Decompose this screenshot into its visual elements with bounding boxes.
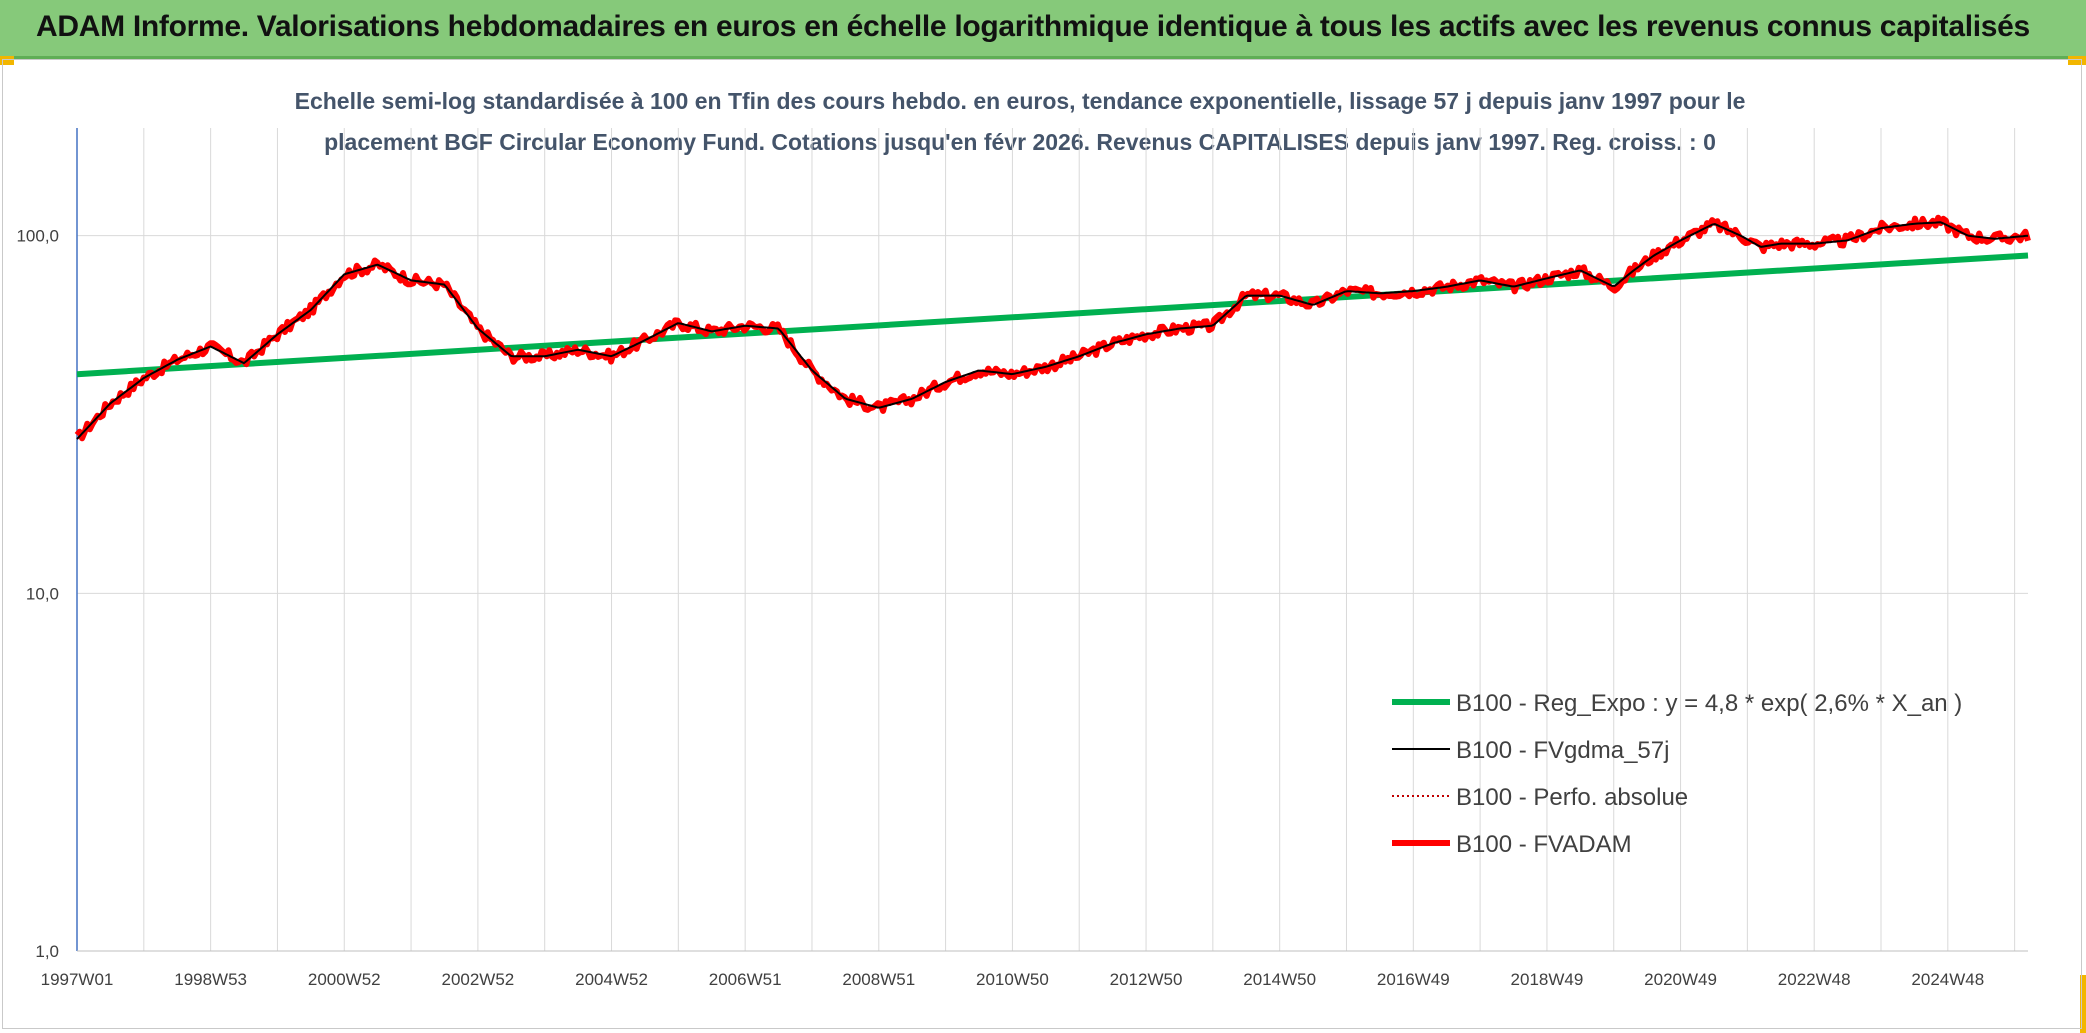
x-tick-label: 1998W53 xyxy=(174,970,247,989)
y-tick-label: 100,0 xyxy=(16,227,59,246)
y-tick-label: 10,0 xyxy=(26,584,59,603)
legend-label: B100 - Reg_Expo : y = 4,8 * exp( 2,6% * … xyxy=(1456,690,1962,717)
x-tick-label: 1997W01 xyxy=(41,970,114,989)
series-line-1 xyxy=(76,221,2029,440)
x-tick-label: 2016W49 xyxy=(1377,970,1450,989)
series-line-2 xyxy=(76,221,2029,440)
x-tick-label: 2006W51 xyxy=(709,970,782,989)
legend-label: B100 - FVADAM xyxy=(1456,831,1632,858)
corner-mark-left xyxy=(0,56,14,65)
x-tick-label: 2004W52 xyxy=(575,970,648,989)
x-tick-label: 2024W48 xyxy=(1911,970,1984,989)
chart-title-line2: placement BGF Circular Economy Fund. Cot… xyxy=(324,129,1716,155)
title-banner: ADAM Informe. Valorisations hebdomadaire… xyxy=(0,0,2086,59)
page-title: ADAM Informe. Valorisations hebdomadaire… xyxy=(36,10,2030,43)
series-line-0 xyxy=(76,252,2029,378)
y-tick-label: 1,0 xyxy=(35,942,59,961)
legend-label: B100 - FVgdma_57j xyxy=(1456,737,1669,764)
x-tick-label: 2008W51 xyxy=(842,970,915,989)
series-line-3 xyxy=(74,214,2031,442)
chart-frame xyxy=(2,59,2082,1029)
x-tick-label: 2022W48 xyxy=(1778,970,1851,989)
legend-label: B100 - Perfo. absolue xyxy=(1456,784,1688,811)
x-tick-label: 2012W50 xyxy=(1110,970,1183,989)
x-tick-label: 2014W50 xyxy=(1243,970,1316,989)
chart-title-line1: Echelle semi-log standardisée à 100 en T… xyxy=(294,88,1746,114)
corner-mark-bottom-right xyxy=(2080,975,2086,1033)
corner-mark-right xyxy=(2068,56,2086,65)
x-tick-label: 2018W49 xyxy=(1511,970,1584,989)
x-tick-label: 2000W52 xyxy=(308,970,381,989)
x-tick-label: 2002W52 xyxy=(441,970,514,989)
x-tick-label: 2020W49 xyxy=(1644,970,1717,989)
x-tick-label: 2010W50 xyxy=(976,970,1049,989)
